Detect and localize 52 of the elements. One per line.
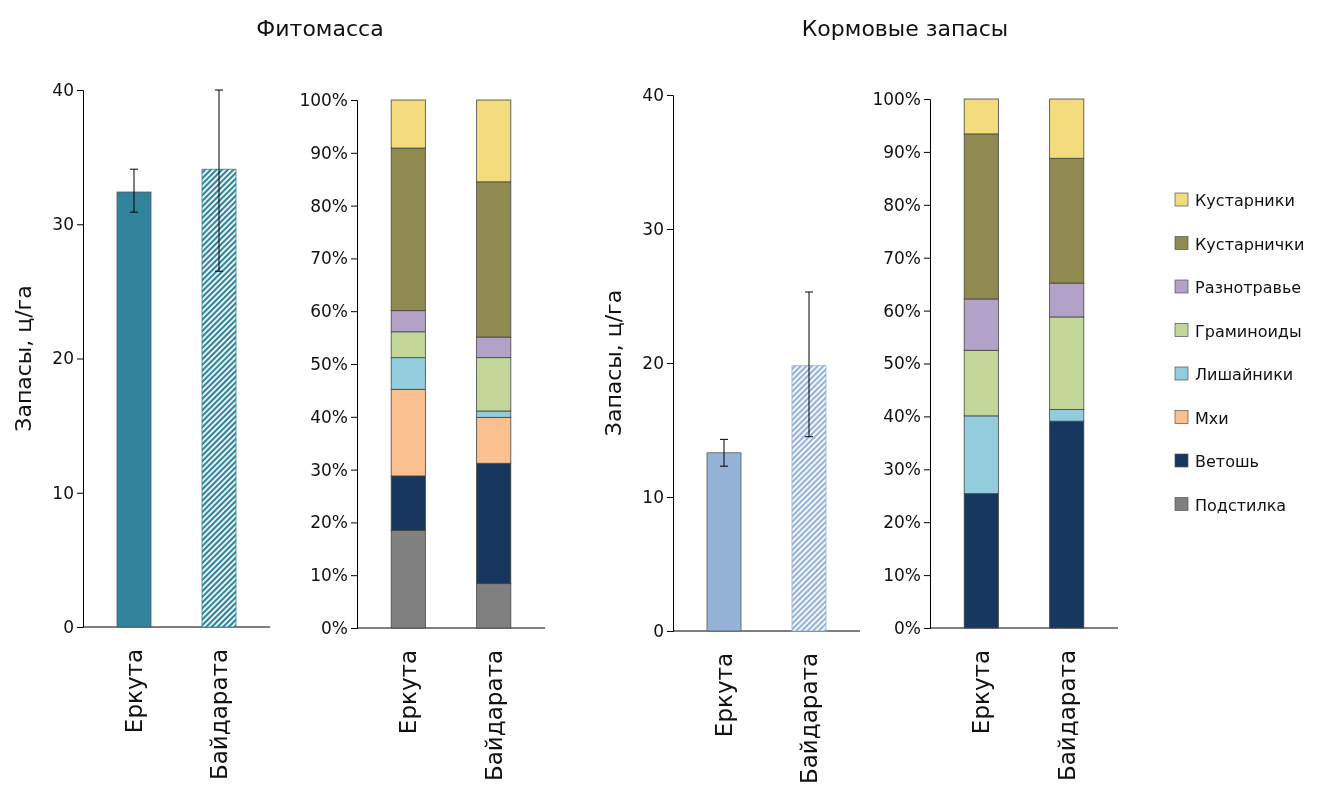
legend-label: Разнотравье (1195, 278, 1302, 297)
x-tick-label: Еркута (121, 649, 147, 734)
y-tick-label: 10 (52, 482, 74, 503)
y-tick-label: 40 (52, 79, 74, 100)
y-tick-label: 90% (883, 141, 921, 162)
x-tick-label: Еркута (395, 650, 422, 735)
legend-label: Мхи (1195, 408, 1229, 428)
y-axis-title: Запасы, ц/га (11, 285, 36, 432)
y-tick-label: 10% (883, 565, 921, 586)
y-axis-title: Запасы, ц/га (601, 289, 626, 437)
y-tick-label: 60% (883, 300, 921, 321)
y-tick-label: 0 (653, 620, 664, 641)
y-tick-label: 30% (310, 459, 348, 480)
y-tick-label: 20 (642, 352, 664, 373)
y-tick-label: 90% (310, 142, 348, 163)
y-tick-label: 50% (310, 353, 348, 374)
text: Фитомасса (256, 16, 384, 41)
y-tick-label: 30 (642, 218, 664, 239)
y-tick-label: 100% (299, 89, 348, 110)
legend-label: Ветошь (1195, 452, 1259, 471)
x-tick-label: Байдарата (796, 653, 822, 785)
y-tick-label: 40% (310, 406, 348, 427)
y-tick-label: 0% (321, 617, 348, 638)
y-tick-label: 40% (883, 406, 921, 427)
text: Кормовые запасы (801, 16, 1009, 41)
y-tick-label: 20% (883, 512, 921, 533)
y-tick-label: 10 (642, 486, 664, 507)
y-tick-label: 20 (52, 348, 74, 369)
legend-label: Лишайники (1195, 365, 1294, 384)
y-tick-label: 80% (310, 195, 348, 216)
y-tick-label: 70% (310, 248, 348, 269)
x-tick-label: Байдарата (1053, 650, 1080, 782)
y-tick-label: 30 (52, 214, 74, 235)
x-tick-label: Еркута (968, 650, 995, 735)
y-tick-label: 60% (310, 301, 348, 322)
y-tick-label: 30% (883, 459, 921, 480)
y-tick-label: 0 (63, 616, 74, 637)
y-tick-label: 40 (642, 84, 664, 105)
y-tick-label: 80% (883, 194, 921, 215)
x-tick-label: Байдарата (480, 650, 507, 782)
legend-label: Кустарники (1195, 191, 1295, 210)
y-tick-label: 70% (883, 247, 921, 268)
y-tick-label: 20% (310, 512, 348, 533)
y-tick-label: 0% (894, 617, 921, 638)
legend-label: Граминоиды (1195, 321, 1302, 341)
legend-label: Подстилка (1195, 495, 1287, 515)
x-tick-label: Байдарата (206, 649, 232, 781)
y-tick-label: 100% (872, 88, 921, 109)
x-tick-label: Еркута (711, 653, 737, 738)
y-tick-label: 50% (883, 353, 921, 374)
legend-label: Кустарнички (1195, 234, 1305, 254)
y-tick-label: 10% (310, 565, 348, 586)
